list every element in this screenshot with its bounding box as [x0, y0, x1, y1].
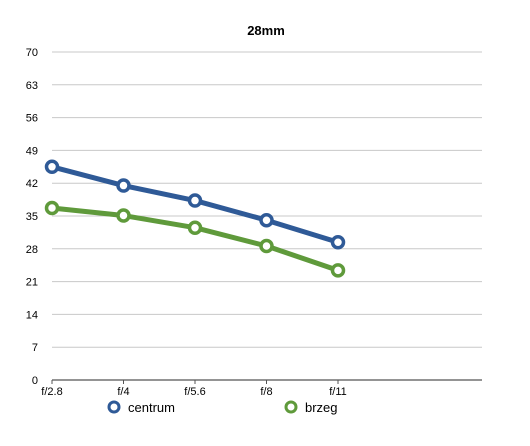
legend-marker: [284, 400, 298, 414]
y-tick-label: 35: [26, 211, 38, 223]
chart-title: 28mm: [247, 23, 285, 38]
data-point: [259, 212, 274, 228]
y-tick-label: 7: [32, 342, 38, 354]
legend: centrum brzeg: [107, 400, 338, 415]
series-line: [49, 205, 341, 273]
data-point: [330, 263, 346, 278]
y-tick-label: 70: [26, 47, 38, 59]
y-tick-label: 28: [26, 244, 38, 256]
y-tick-label: 56: [26, 113, 38, 125]
series-brzeg: [44, 200, 346, 278]
data-point: [330, 234, 346, 250]
data-point: [187, 193, 203, 208]
legend-item-brzeg: brzeg: [284, 400, 338, 415]
data-point: [259, 238, 274, 254]
y-axis-ticks: 0 7 14 21 28 35 42 49 56 63 70: [26, 47, 38, 387]
data-point: [44, 159, 60, 175]
legend-marker: [107, 400, 121, 414]
y-tick-label: 42: [26, 178, 38, 190]
y-tick-label: 49: [26, 145, 38, 157]
legend-item-centrum: centrum: [107, 400, 175, 415]
x-tick-label: f/5.6: [184, 386, 205, 398]
data-point: [116, 178, 131, 193]
y-tick-label: 63: [26, 80, 38, 92]
x-axis: f/2.8 f/4 f/5.6 f/8 f/11: [41, 379, 482, 398]
y-tick-label: 0: [32, 375, 38, 387]
x-tick-label: f/11: [329, 386, 347, 398]
series-lines: [44, 159, 346, 278]
x-tick-label: f/4: [117, 386, 129, 398]
legend-label: brzeg: [305, 400, 338, 415]
x-tick-label: f/8: [260, 386, 272, 398]
y-tick-label: 21: [26, 277, 38, 289]
data-point: [44, 200, 60, 216]
data-point: [116, 208, 131, 223]
x-tick-label: f/2.8: [41, 386, 62, 398]
data-point: [187, 220, 203, 235]
grid-lines: [52, 51, 482, 348]
legend-label: centrum: [128, 400, 175, 415]
y-tick-label: 14: [26, 309, 38, 321]
series-centrum: [44, 159, 346, 250]
